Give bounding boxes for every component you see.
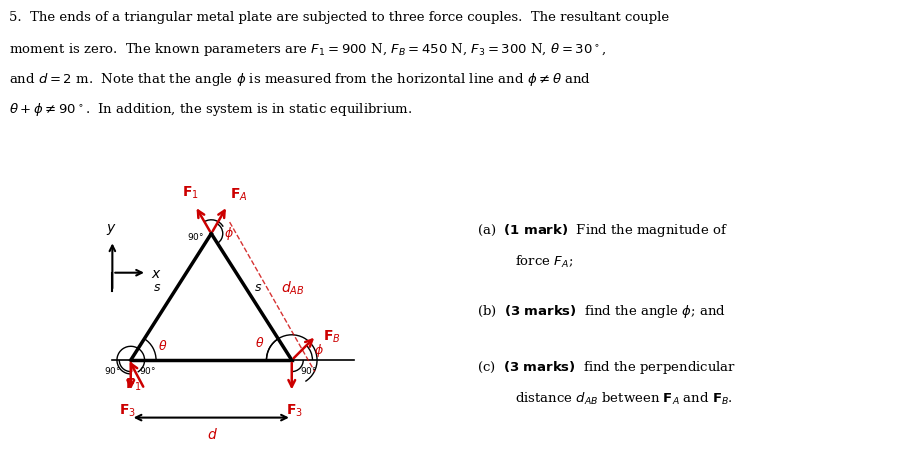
Text: $d_{AB}$: $d_{AB}$	[281, 280, 305, 297]
Text: 5.  The ends of a triangular metal plate are subjected to three force couples.  : 5. The ends of a triangular metal plate …	[9, 11, 669, 24]
Text: $90°$: $90°$	[187, 231, 204, 242]
Text: $\mathbf{F}_1$: $\mathbf{F}_1$	[182, 184, 199, 201]
Text: (b)  $\mathbf{(3\ marks)}$  find the angle $\phi$; and: (b) $\mathbf{(3\ marks)}$ find the angle…	[477, 302, 725, 319]
Text: y: y	[106, 220, 114, 234]
Text: $90°$: $90°$	[301, 364, 317, 375]
Text: $\phi$: $\phi$	[314, 341, 324, 358]
Text: $\mathbf{F}_1$: $\mathbf{F}_1$	[124, 375, 141, 392]
Text: s: s	[255, 280, 261, 293]
Text: $\mathbf{F}_3$: $\mathbf{F}_3$	[119, 402, 136, 418]
Text: $\mathbf{F}_B$: $\mathbf{F}_B$	[323, 328, 341, 344]
Text: s: s	[154, 280, 160, 293]
Text: $\theta + \phi \neq 90^\circ$.  In addition, the system is in static equilibrium: $\theta + \phi \neq 90^\circ$. In additi…	[9, 101, 413, 118]
Text: $\theta$: $\theta$	[255, 336, 264, 350]
Text: x: x	[151, 266, 159, 280]
Text: $\mathbf{F}_A$: $\mathbf{F}_A$	[230, 186, 247, 203]
Text: force $F_A$;: force $F_A$;	[515, 253, 573, 269]
Text: $90°$: $90°$	[139, 364, 156, 375]
Text: distance $d_{AB}$ between $\mathbf{F}_A$ and $\mathbf{F}_B$.: distance $d_{AB}$ between $\mathbf{F}_A$…	[515, 390, 733, 406]
Text: d: d	[207, 427, 215, 441]
Text: and $d = 2$ m.  Note that the angle $\phi$ is measured from the horizontal line : and $d = 2$ m. Note that the angle $\phi…	[9, 71, 591, 88]
Text: moment is zero.  The known parameters are $F_1 = 900$ N, $F_B = 450$ N, $F_3 = 3: moment is zero. The known parameters are…	[9, 41, 606, 58]
Text: (c)  $\mathbf{(3\ marks)}$  find the perpendicular: (c) $\mathbf{(3\ marks)}$ find the perpe…	[477, 358, 736, 375]
Text: $\mathbf{F}_3$: $\mathbf{F}_3$	[286, 402, 303, 418]
Text: $\phi$: $\phi$	[223, 224, 233, 241]
Text: $\theta$: $\theta$	[159, 338, 168, 352]
Text: (a)  $\mathbf{(1\ mark)}$  Find the magnitude of: (a) $\mathbf{(1\ mark)}$ Find the magnit…	[477, 222, 728, 239]
Text: $90°$: $90°$	[104, 364, 121, 375]
